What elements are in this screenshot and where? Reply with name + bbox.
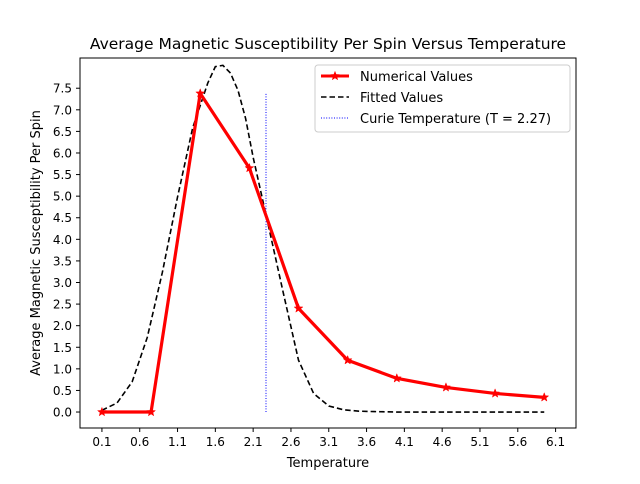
y-axis-ticks: 0.0 0.5 1.0 1.5 2.0 2.5 3.0 3.5 4.0 4.5 5.0 5.5 6.0 6…	[53, 82, 80, 420]
fitted-values-line	[101, 64, 545, 413]
numerical-value-point	[293, 303, 304, 313]
x-tick-label: 4.1	[395, 435, 414, 449]
y-tick-label: 1.0	[53, 362, 72, 376]
axes-frame	[79, 57, 577, 429]
numerical-value-point	[195, 88, 206, 98]
y-tick-label: 3.0	[53, 276, 72, 290]
numerical-value-point	[539, 392, 550, 402]
numerical-value-point	[391, 373, 402, 383]
numerical-value-point	[490, 388, 501, 398]
x-tick-label: 3.1	[319, 435, 338, 449]
chart-title: Average Magnetic Susceptibility Per Spin…	[90, 35, 566, 53]
y-tick-label: 7.5	[53, 82, 72, 96]
y-tick-label: 0.0	[53, 406, 72, 420]
x-tick-label: 1.6	[206, 435, 225, 449]
x-tick-label: 6.1	[546, 435, 565, 449]
x-tick-label: 4.6	[433, 435, 452, 449]
legend-curie-label: Curie Temperature (T = 2.27)	[360, 112, 551, 127]
y-axis-label: Average Magnetic Susceptibility Per Spin	[29, 110, 44, 376]
numerical-value-point	[96, 406, 107, 417]
y-tick-label: 2.5	[53, 298, 72, 312]
numerical-value-point	[440, 382, 452, 392]
y-tick-label: 4.0	[53, 233, 72, 247]
numerical-value-point	[146, 406, 157, 417]
numerical-values-line	[101, 91, 545, 414]
x-tick-label: 1.1	[168, 435, 187, 449]
y-tick-label: 0.5	[53, 384, 72, 398]
x-tick-label: 0.6	[130, 435, 149, 449]
y-tick-label: 6.5	[53, 125, 72, 139]
numerical-value-point	[342, 354, 353, 365]
x-tick-label: 5.1	[470, 435, 489, 449]
legend-numerical-label: Numerical Values	[360, 70, 473, 85]
y-tick-label: 3.5	[53, 254, 72, 268]
y-tick-label: 1.5	[53, 341, 72, 355]
legend-numerical-marker	[329, 70, 341, 81]
x-tick-label: 3.6	[357, 435, 376, 449]
legend: Numerical Values Fitted Values Curie Tem…	[314, 64, 571, 133]
x-tick-label: 2.6	[281, 435, 300, 449]
plot-area	[79, 57, 577, 429]
y-tick-label: 2.0	[53, 319, 72, 333]
x-tick-label: 2.1	[244, 435, 263, 449]
y-tick-label: 5.5	[53, 168, 72, 182]
y-tick-label: 5.0	[53, 190, 72, 204]
series-layer	[96, 64, 550, 417]
y-tick-label: 4.5	[53, 211, 72, 225]
legend-frame	[314, 64, 571, 133]
x-tick-label: 0.1	[92, 435, 111, 449]
x-axis-ticks: 0.1 0.6 1.1 1.6 2.1 2.6 3.1 3.6 4.1 4.6 5.1 5.6 6.1	[92, 428, 565, 449]
x-axis-label: Temperature	[286, 456, 369, 471]
y-tick-label: 6.0	[53, 146, 72, 160]
numerical-value-point	[244, 162, 255, 173]
y-tick-label: 7.0	[53, 103, 72, 117]
legend-fitted-label: Fitted Values	[360, 91, 443, 106]
x-tick-label: 5.6	[508, 435, 527, 449]
